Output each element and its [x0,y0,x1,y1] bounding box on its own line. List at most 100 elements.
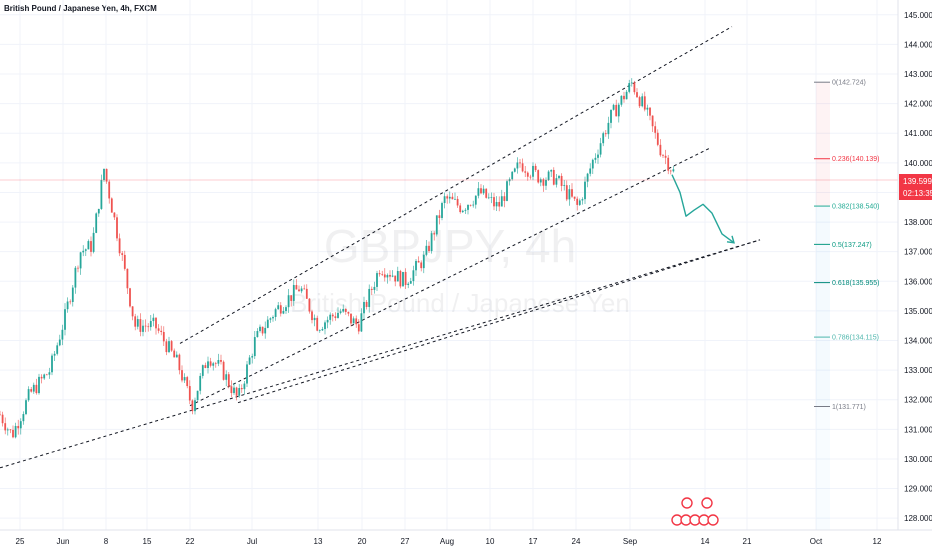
y-tick-label: 145.000 [904,11,932,20]
candle [32,382,35,394]
candle [399,269,402,289]
candle [428,241,430,253]
candle [139,313,142,337]
x-tick-label: 24 [572,537,581,546]
candle [259,324,261,333]
candle [53,350,56,362]
candle [334,312,337,321]
candle [209,357,212,368]
candle [181,365,183,383]
event-marker-icon[interactable] [681,497,693,509]
trend-line[interactable] [0,239,761,469]
candle [571,183,573,198]
candle [87,239,90,250]
candle [545,177,547,191]
candle [659,139,662,157]
candle [264,321,267,339]
candle [472,200,475,208]
trend-line[interactable] [179,26,733,344]
candle [69,299,72,305]
x-tick-label: 25 [16,537,25,546]
candle [225,370,228,387]
candle [451,192,454,200]
candle [313,314,316,327]
candle [1,411,4,427]
candle [672,165,675,173]
candle [173,348,176,358]
candle [529,174,532,180]
x-tick-label: Aug [440,537,454,546]
candle [651,115,654,132]
arrow-head-icon [726,235,735,244]
candle [261,326,264,336]
event-markers[interactable] [671,497,719,526]
candle [373,281,376,294]
candle [480,184,482,195]
candle [664,149,667,165]
candle [40,374,43,384]
candle [272,315,274,322]
candle [168,336,170,354]
candle [417,256,420,263]
candle [459,203,462,214]
candle [326,316,329,329]
candle [612,103,615,111]
candle [441,201,443,221]
candle [305,284,308,299]
candle [610,109,612,129]
y-tick-label: 133.000 [904,366,932,375]
candle [461,209,464,214]
candle [474,195,477,209]
price-axis[interactable]: 128.000 129.000 130.000 131.000 132.000 133.0… [904,11,932,523]
candle [477,182,480,199]
candle [604,130,607,137]
trend-line[interactable] [237,239,761,404]
candle [630,78,633,87]
candle [521,158,524,173]
candle [357,319,360,335]
candle [573,196,576,201]
candle [342,304,345,313]
candle [511,171,514,181]
candle [25,398,27,416]
candle [563,180,566,191]
candle [233,382,235,395]
candle [591,158,594,174]
candle [253,331,256,360]
projection-path[interactable] [671,174,735,244]
candle [71,285,74,307]
x-tick-label: 22 [186,537,195,546]
candle [381,270,384,277]
candle [584,176,586,204]
candle [136,315,139,330]
fib-level-label: 0.786(134.115) [832,335,879,342]
candlesticks [0,78,675,439]
trend-line[interactable] [189,147,711,407]
projection-arrow[interactable] [671,174,735,244]
candle [149,315,152,331]
candle [126,268,129,295]
time-axis[interactable]: 25 Jun 8 15 22 Jul 13 20 27 Aug 10 17 24 Sep 14 21 Oct 12 [16,537,882,546]
candle [456,196,459,208]
candle [412,265,415,286]
candle [266,316,269,329]
candle [131,306,134,321]
candle [155,317,157,335]
event-marker-icon[interactable] [707,514,719,526]
x-tick-label: 14 [701,537,710,546]
candle [500,189,503,207]
candle [581,197,584,205]
candle [498,196,501,212]
candle [170,340,173,352]
fibonacci-retracement[interactable]: 0(142.724) 0.236(140.139) 0.382(138.540) 0.… [814,80,879,530]
candle [378,270,381,277]
candle [532,162,534,181]
candle [602,131,605,147]
y-tick-label: 132.000 [904,396,932,405]
candle [448,191,451,204]
event-marker-icon[interactable] [701,497,713,509]
trend-lines[interactable] [0,26,761,469]
candle [649,106,651,121]
y-tick-label: 144.000 [904,40,932,49]
